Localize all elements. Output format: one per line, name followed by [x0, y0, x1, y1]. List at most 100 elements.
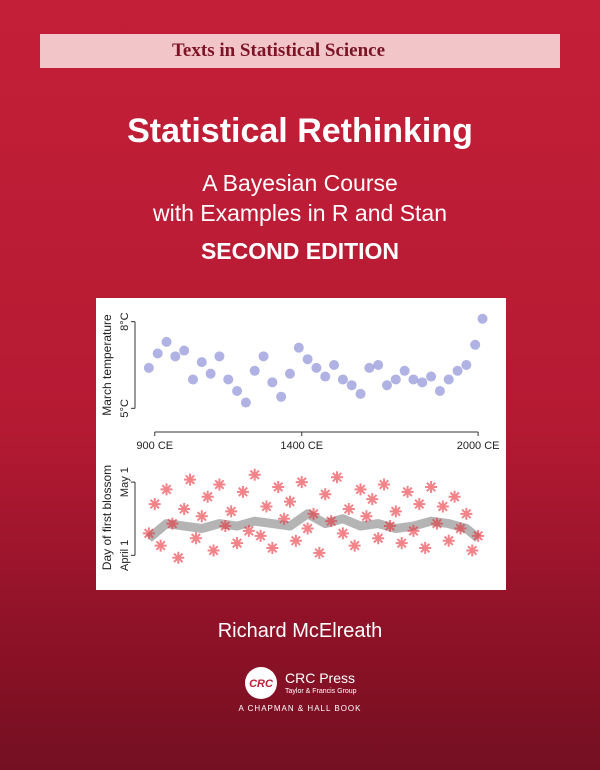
data-point	[201, 490, 214, 503]
data-point	[395, 537, 408, 550]
data-point	[342, 502, 355, 515]
y-axis-label: March temperature	[100, 314, 114, 416]
logo-text: CRC	[249, 678, 274, 690]
data-point	[266, 542, 279, 555]
data-point	[278, 512, 291, 525]
data-point	[242, 524, 255, 537]
data-point	[161, 336, 172, 347]
data-point	[178, 502, 191, 515]
data-point	[399, 365, 410, 376]
series-band: Texts in Statistical Science	[40, 34, 560, 68]
y-tick-label: April 1	[119, 540, 131, 571]
data-point	[331, 471, 344, 484]
subtitle: A Bayesian Course	[202, 170, 398, 196]
data-point	[214, 351, 225, 362]
data-point	[267, 377, 278, 388]
title: Statistical Rethinking	[127, 112, 473, 150]
data-point	[289, 534, 302, 547]
data-point	[225, 505, 238, 518]
data-point	[184, 473, 197, 486]
data-point	[443, 374, 454, 385]
data-point	[436, 500, 449, 513]
subtitle: with Examples in R and Stan	[152, 200, 448, 226]
data-point	[260, 500, 273, 513]
data-point	[413, 498, 426, 511]
logo-circle	[245, 667, 277, 699]
data-point	[302, 354, 313, 365]
data-point	[460, 507, 473, 520]
data-point	[383, 520, 396, 533]
data-point	[170, 351, 181, 362]
data-point	[472, 529, 485, 542]
publisher-name: CRC Press	[285, 670, 356, 686]
data-point	[348, 539, 361, 552]
x-tick-label: 2000 CE	[457, 440, 500, 452]
data-point	[187, 374, 198, 385]
data-point	[372, 532, 385, 545]
data-point	[448, 490, 461, 503]
data-point	[283, 495, 296, 508]
y-tick-label: May 1	[119, 467, 131, 497]
data-point	[477, 313, 488, 324]
data-point	[381, 380, 392, 391]
trend-line	[146, 509, 481, 542]
data-point	[189, 532, 202, 545]
data-point	[454, 522, 467, 535]
data-point	[172, 551, 185, 564]
data-point	[425, 480, 438, 493]
x-tick-label: 1400 CE	[280, 440, 323, 452]
data-point	[407, 524, 420, 537]
data-point	[248, 468, 261, 481]
data-point	[408, 374, 419, 385]
data-point	[354, 483, 367, 496]
data-point	[236, 485, 249, 498]
data-point	[195, 510, 208, 523]
data-point	[295, 476, 308, 489]
data-point	[219, 520, 232, 533]
publisher-logo: CRC	[245, 667, 277, 699]
data-point	[258, 351, 269, 362]
data-point	[373, 360, 384, 370]
y-tick-label: 8°C	[119, 312, 131, 331]
author: Richard McElreath	[217, 620, 383, 642]
data-point	[293, 342, 304, 353]
edition: SECOND EDITION	[200, 238, 400, 264]
data-point	[249, 365, 260, 376]
publisher-group: Taylor & Francis Group	[285, 688, 357, 695]
data-point	[272, 480, 285, 493]
data-point	[213, 478, 226, 491]
data-point	[470, 339, 481, 350]
data-point	[311, 362, 322, 373]
data-point	[307, 507, 320, 520]
data-point	[378, 478, 391, 491]
series-label: Texts in Statistical Science	[172, 40, 386, 61]
imprint: A CHAPMAN & HALL BOOK	[238, 704, 362, 713]
data-point	[319, 488, 332, 501]
data-point	[389, 505, 402, 518]
data-point	[223, 374, 234, 385]
data-point	[390, 374, 401, 385]
data-point	[166, 517, 179, 530]
data-point	[160, 483, 173, 496]
data-point	[301, 522, 314, 535]
data-point	[143, 362, 154, 373]
data-point	[196, 357, 207, 368]
data-point	[313, 546, 326, 559]
data-point	[325, 515, 338, 528]
data-point	[152, 348, 163, 359]
data-point	[232, 386, 243, 396]
data-point	[466, 544, 479, 557]
data-point	[142, 527, 155, 540]
data-point	[430, 517, 443, 530]
data-point	[284, 368, 295, 379]
data-point	[366, 493, 379, 506]
data-point	[417, 377, 428, 388]
data-point	[231, 537, 244, 550]
data-point	[346, 380, 357, 391]
data-point	[419, 542, 432, 555]
data-point	[434, 386, 445, 396]
data-point	[364, 362, 375, 373]
data-point	[240, 397, 251, 408]
data-point	[360, 510, 373, 523]
